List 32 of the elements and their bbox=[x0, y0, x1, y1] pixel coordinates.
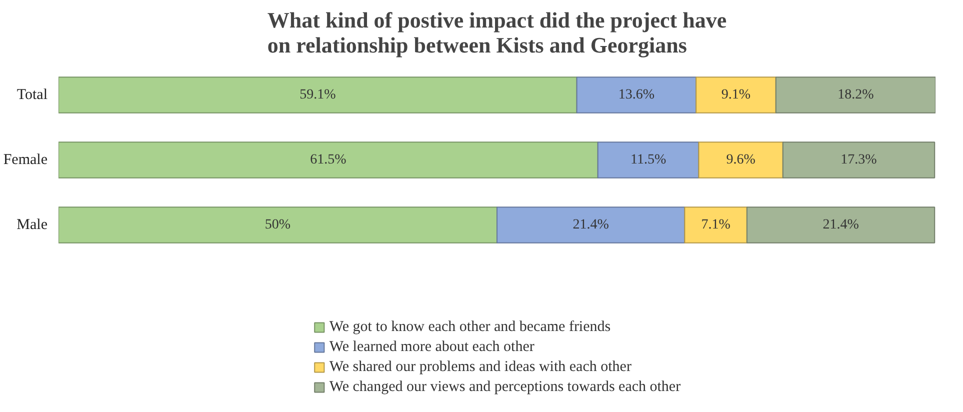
data-label: 13.6% bbox=[618, 88, 655, 102]
legend-label: We got to know each other and became friends bbox=[329, 318, 611, 336]
bar bbox=[576, 76, 697, 114]
data-label: 21.4% bbox=[822, 218, 860, 232]
data-label: 17.3% bbox=[840, 152, 878, 168]
chart-title: What kind of postive impact did the project have on relationship between Kists and Georgians bbox=[267, 8, 727, 58]
data-label: 9.1% bbox=[721, 88, 751, 102]
bar bbox=[746, 206, 936, 244]
data-label: 59.1% bbox=[300, 88, 336, 102]
data-label: 7.1% bbox=[701, 218, 731, 232]
data-label: 9.6% bbox=[726, 152, 756, 168]
legend-label: We changed our views and perceptions towards each other bbox=[329, 378, 681, 396]
bar bbox=[58, 76, 578, 114]
y-tick-label: Male bbox=[16, 217, 48, 233]
data-label: 18.2% bbox=[838, 88, 874, 102]
y-tick-label: Female bbox=[3, 152, 48, 168]
data-label: 11.5% bbox=[630, 152, 666, 168]
bar bbox=[597, 142, 700, 178]
data-label: 61.5% bbox=[310, 152, 347, 168]
bar bbox=[782, 142, 936, 178]
bar bbox=[58, 206, 498, 244]
data-label: 21.4% bbox=[572, 218, 610, 232]
legend-label: We shared our problems and ideas with each other bbox=[329, 358, 632, 376]
bar bbox=[58, 142, 598, 178]
y-tick-label: Total bbox=[16, 87, 48, 103]
bar bbox=[698, 142, 784, 178]
bar bbox=[684, 206, 748, 244]
bar bbox=[496, 206, 686, 244]
bar bbox=[696, 76, 776, 114]
legend-label: We learned more about each other bbox=[329, 338, 534, 356]
bar bbox=[775, 76, 936, 114]
data-label: 50% bbox=[264, 218, 291, 232]
